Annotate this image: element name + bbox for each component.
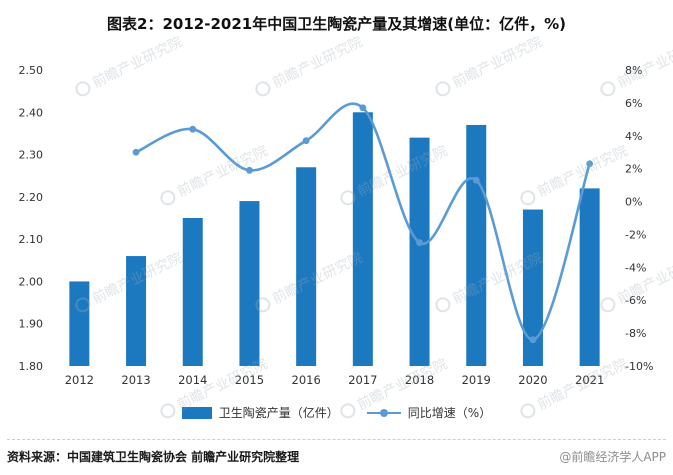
bar-2018: [409, 137, 430, 366]
x-axis-label: 2019: [462, 373, 491, 387]
line-marker: [359, 104, 367, 112]
legend-item-growth: 同比增速（%）: [366, 404, 492, 421]
chart-canvas: 2.50 2.40 2.30 2.20 2.10 2.00 1.90 1.80 8% 6% 4% 2%…: [19, 64, 654, 387]
x-axis-label: 2017: [348, 373, 377, 387]
right-axis-tick: 2%: [625, 163, 642, 176]
line-marker: [132, 148, 140, 156]
x-axis-label: 2020: [518, 373, 547, 387]
bar-2016: [296, 167, 317, 366]
right-axis-tick: 4%: [625, 130, 642, 143]
chart-footer: 资料来源：中国建筑卫生陶瓷协会 前瞻产业研究院整理 @前瞻经济学人APP: [7, 439, 666, 465]
x-axis-label: 2016: [292, 373, 321, 387]
left-axis-tick: 2.50: [19, 64, 44, 77]
right-axis-tick: 0%: [625, 196, 642, 209]
left-axis-tick: 2.40: [19, 106, 44, 119]
x-axis-label: 2021: [575, 373, 604, 387]
x-axis-label: 2018: [405, 373, 434, 387]
bar-2021: [579, 188, 600, 366]
line-marker: [302, 137, 310, 145]
line-marker: [246, 166, 253, 174]
line-marker: [472, 176, 480, 184]
line-marker: [586, 160, 594, 168]
right-axis-tick: 8%: [625, 64, 642, 77]
x-axis-label: 2015: [235, 373, 264, 387]
right-axis-tick: 6%: [625, 97, 642, 110]
right-axis-tick: -2%: [625, 228, 646, 241]
left-axis-tick: 2.30: [19, 149, 44, 162]
legend-line-label: 同比增速（%）: [407, 406, 492, 420]
x-axis-label: 2012: [65, 373, 94, 387]
right-axis-tick: -8%: [625, 327, 646, 340]
line-marker: [416, 239, 423, 247]
line-marker: [189, 125, 197, 133]
chart-legend: 卫生陶瓷产量（亿件） 同比增速（%）: [0, 404, 673, 421]
left-axis-tick: 1.90: [19, 318, 44, 331]
legend-item-production: 卫生陶瓷产量（亿件）: [181, 404, 339, 421]
bar-2013: [126, 256, 147, 366]
source-text: 资料来源：中国建筑卫生陶瓷协会 前瞻产业研究院整理: [7, 450, 300, 464]
x-axis-label: 2013: [121, 373, 150, 387]
legend-line-swatch: [366, 407, 401, 419]
chart-title: 图表2：2012-2021年中国卫生陶瓷产量及其增速(单位：亿件，%): [107, 15, 566, 33]
bar-2015: [239, 201, 260, 366]
legend-bar-swatch: [181, 406, 212, 419]
bar-2014: [182, 218, 203, 366]
bar-2019: [466, 124, 487, 366]
bar-2020: [522, 209, 543, 366]
credit-text: @前瞻经济学人APP: [559, 450, 666, 464]
legend-line-swatch-dot: [379, 408, 388, 417]
bar-2012: [69, 281, 90, 366]
x-axis-label: 2014: [178, 373, 207, 387]
right-axis-tick: -6%: [625, 294, 646, 307]
left-axis-tick: 2.00: [19, 275, 44, 288]
left-axis-tick: 2.20: [19, 191, 44, 204]
left-axis-tick: 2.10: [19, 233, 44, 246]
left-axis-tick: 1.80: [19, 360, 44, 373]
bar-2017: [352, 112, 373, 367]
right-axis-tick: -10%: [625, 360, 653, 373]
legend-bar-label: 卫生陶瓷产量（亿件）: [218, 406, 339, 420]
right-axis-tick: -4%: [625, 261, 646, 274]
line-marker: [529, 336, 537, 344]
